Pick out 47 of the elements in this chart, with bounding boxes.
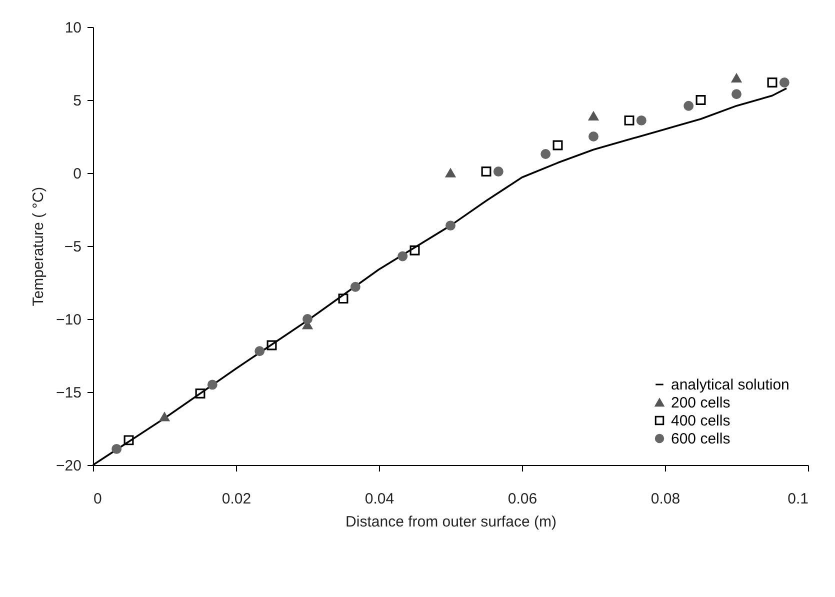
y-tick-label: −5 — [64, 238, 82, 256]
point — [540, 149, 551, 159]
point — [493, 166, 504, 177]
point — [398, 251, 408, 262]
legend-label: analytical solution — [671, 376, 790, 394]
y-tick-label: −10 — [56, 312, 82, 328]
point — [195, 388, 206, 398]
point — [732, 89, 742, 100]
point — [160, 412, 170, 422]
legend-label: 400 cells — [671, 412, 730, 430]
point — [767, 77, 778, 88]
point — [684, 100, 694, 111]
x-tick-label: 0.04 — [364, 490, 394, 508]
point — [624, 115, 634, 126]
point — [410, 245, 420, 256]
y-tick-label: −15 — [56, 384, 82, 402]
legend-label: 200 cells — [671, 394, 730, 412]
x-axis-title: Distance from outer surface (m) — [346, 514, 556, 530]
y-tick-label: −20 — [56, 458, 82, 474]
point — [124, 435, 134, 446]
x-tick-label: 0.02 — [222, 490, 252, 508]
legend-label: 600 cells — [671, 430, 730, 448]
point — [266, 340, 277, 350]
point — [338, 294, 348, 304]
y-tick-label: 0 — [73, 166, 82, 182]
y-axis-title: Temperature ( °C) — [30, 186, 48, 306]
point — [302, 314, 312, 324]
point — [636, 115, 646, 126]
point — [696, 95, 706, 105]
point — [588, 132, 598, 142]
point — [779, 78, 790, 88]
point — [588, 112, 598, 120]
point — [254, 346, 265, 356]
y-tick-label: 10 — [64, 20, 82, 36]
y-tick-label: 5 — [73, 92, 82, 110]
point — [350, 282, 360, 292]
point — [552, 140, 563, 150]
point — [207, 380, 218, 390]
x-tick-label: 0.1 — [788, 490, 808, 508]
point — [732, 74, 742, 83]
point — [446, 220, 456, 231]
point — [481, 166, 492, 177]
point — [446, 168, 456, 178]
x-tick-label: 0 — [94, 490, 102, 508]
point — [112, 444, 122, 454]
x-tick-label: 0.08 — [650, 490, 680, 508]
x-tick-label: 0.06 — [508, 490, 538, 508]
